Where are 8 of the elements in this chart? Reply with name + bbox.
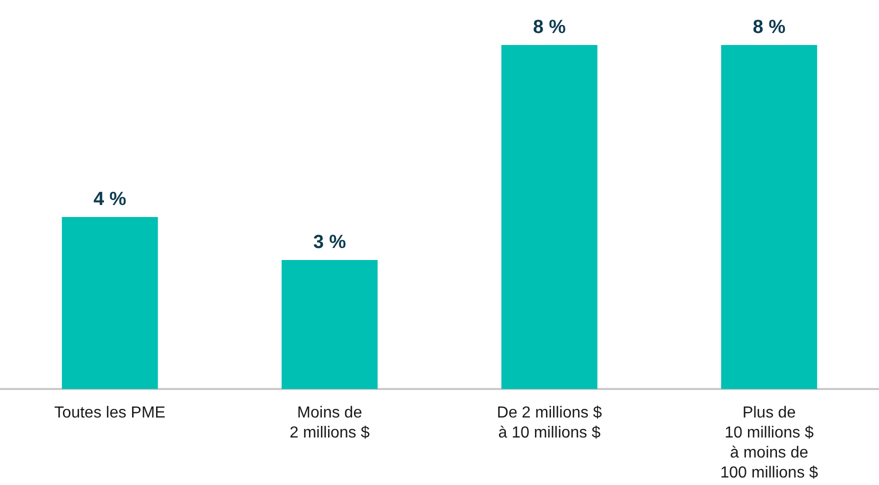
x-tick-label: Plus de 10 millions $ à moins de 100 millions $ <box>720 404 818 482</box>
data-label: 8 % <box>752 17 786 38</box>
data-label: 4 % <box>94 189 126 210</box>
data-label: 8 % <box>533 17 566 38</box>
data-label: 3 % <box>313 232 346 253</box>
x-tick-label: Toutes les PME <box>54 404 166 422</box>
x-tick-label: De 2 millions $ à 10 millions $ <box>496 404 602 442</box>
x-tick-label: Moins de 2 millions $ <box>290 404 370 442</box>
